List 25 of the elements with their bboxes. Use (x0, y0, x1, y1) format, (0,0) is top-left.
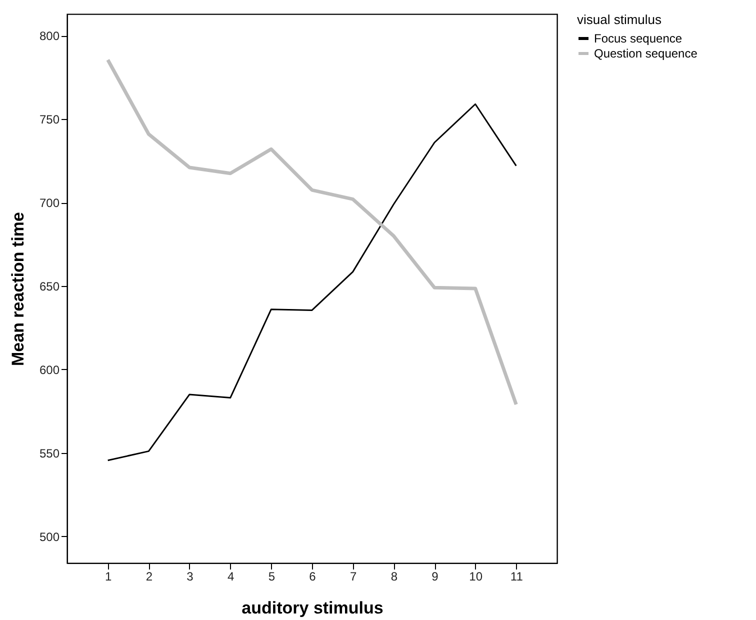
y-tick-label: 750 (39, 112, 60, 127)
x-tick-label: 9 (432, 570, 439, 584)
x-tick-label: 5 (268, 570, 276, 584)
x-tick-label: 1 (104, 570, 112, 584)
y-tick-label: 550 (39, 446, 60, 460)
y-tick-label: 600 (39, 362, 60, 377)
x-tick-label: 4 (227, 570, 234, 584)
x-axis-title: auditory stimulus (242, 598, 384, 618)
x-tick-label: 3 (186, 570, 194, 584)
x-tick-label: 8 (390, 570, 398, 584)
x-tick-label: 6 (309, 570, 316, 584)
x-tick-label: 2 (146, 570, 153, 584)
x-tick-label: 7 (350, 570, 357, 584)
y-tick-label: 650 (39, 279, 60, 294)
legend-label: Question sequence (594, 46, 698, 60)
line-series (107, 103, 517, 462)
y-tick-label: 500 (39, 530, 60, 544)
y-tick-label: 800 (39, 29, 60, 44)
y-tick-label: 700 (39, 196, 60, 210)
line-series (106, 58, 518, 406)
x-tick-label: 11 (510, 570, 524, 584)
legend-label: Focus sequence (594, 32, 682, 46)
y-axis-title: Mean reaction time (8, 212, 28, 366)
legend-title: visual stimulus (577, 12, 662, 27)
x-tick-label: 10 (469, 570, 483, 584)
